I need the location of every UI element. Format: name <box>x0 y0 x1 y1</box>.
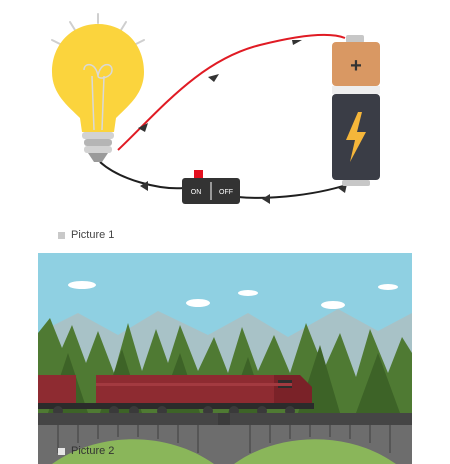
current-arrow-6 <box>338 184 347 193</box>
circuit-diagram: + ON OFF <box>51 13 380 204</box>
picture-1-label: Picture 1 <box>71 229 115 241</box>
current-arrow-3 <box>292 40 302 45</box>
current-arrow-2 <box>208 74 219 82</box>
switch-icon[interactable]: ON OFF <box>182 170 240 204</box>
switch-off-label: OFF <box>219 189 233 196</box>
battery-plus-label: + <box>350 55 362 77</box>
light-bulb-icon <box>51 13 145 162</box>
current-arrow-5 <box>262 194 270 204</box>
switch-button[interactable] <box>194 170 203 179</box>
grass <box>52 439 396 464</box>
battery-icon: + <box>332 35 380 186</box>
current-arrow-1 <box>138 123 148 132</box>
picture-2-caption: Picture 2 <box>58 445 114 457</box>
caption-marker <box>58 447 65 455</box>
lightning-bolt-icon <box>346 112 366 162</box>
positive-wire <box>117 33 346 151</box>
clouds <box>68 281 398 309</box>
bridge <box>38 413 412 464</box>
picture-1-caption: Picture 1 <box>58 229 114 241</box>
caption-marker <box>58 231 65 239</box>
train-scene <box>38 253 412 464</box>
switch-on-label: ON <box>191 189 202 196</box>
current-arrow-4 <box>140 181 148 191</box>
picture-2-label: Picture 2 <box>71 445 115 457</box>
